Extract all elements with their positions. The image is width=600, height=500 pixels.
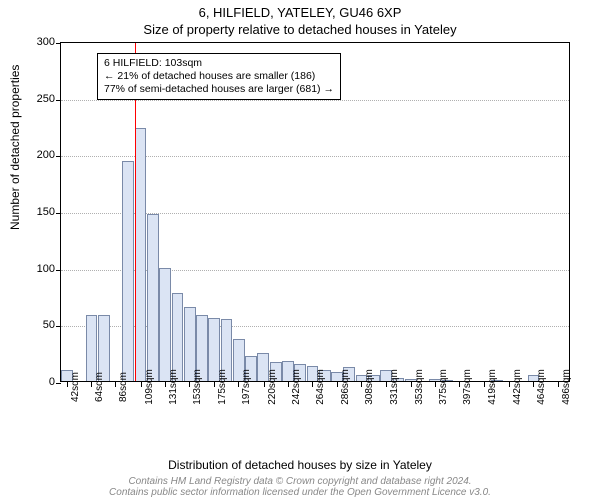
xtick-label: 264sqm bbox=[315, 369, 326, 405]
xtick-label: 153sqm bbox=[192, 369, 203, 405]
histogram-bar bbox=[135, 128, 147, 381]
plot-region: 6 HILFIELD: 103sqm← 21% of detached hous… bbox=[60, 42, 570, 382]
xtick-mark bbox=[67, 382, 68, 387]
xtick-label: 308sqm bbox=[364, 369, 375, 405]
annotation-line2: ← 21% of detached houses are smaller (18… bbox=[104, 70, 334, 83]
xtick-label: 86sqm bbox=[118, 372, 129, 402]
xtick-mark bbox=[91, 382, 92, 387]
xtick-mark bbox=[411, 382, 412, 387]
xtick-label: 242sqm bbox=[291, 369, 302, 405]
xtick-label: 197sqm bbox=[241, 369, 252, 405]
ytick-mark bbox=[56, 326, 61, 327]
histogram-bar bbox=[159, 268, 171, 381]
chart-title-sub: Size of property relative to detached ho… bbox=[0, 22, 600, 37]
xtick-label: 131sqm bbox=[168, 369, 179, 405]
ytick-mark bbox=[56, 100, 61, 101]
histogram-bar bbox=[122, 161, 134, 381]
xtick-label: 64sqm bbox=[94, 372, 105, 402]
xtick-label: 397sqm bbox=[462, 369, 473, 405]
xtick-label: 442sqm bbox=[512, 369, 523, 405]
ytick-mark bbox=[56, 156, 61, 157]
annotation-line1: 6 HILFIELD: 103sqm bbox=[104, 57, 334, 70]
ytick-label: 100 bbox=[37, 263, 55, 275]
histogram-bar bbox=[147, 214, 159, 381]
xtick-mark bbox=[459, 382, 460, 387]
annotation-line3: 77% of semi-detached houses are larger (… bbox=[104, 83, 334, 96]
xtick-label: 464sqm bbox=[536, 369, 547, 405]
ytick-label: 150 bbox=[37, 206, 55, 218]
attribution-text: Contains HM Land Registry data © Crown c… bbox=[0, 476, 600, 498]
xtick-mark bbox=[435, 382, 436, 387]
xtick-mark bbox=[238, 382, 239, 387]
xtick-label: 353sqm bbox=[414, 369, 425, 405]
xtick-label: 486sqm bbox=[561, 369, 572, 405]
y-axis-label: Number of detached properties bbox=[8, 65, 22, 230]
xtick-mark bbox=[386, 382, 387, 387]
xtick-label: 375sqm bbox=[438, 369, 449, 405]
xtick-label: 109sqm bbox=[144, 369, 155, 405]
xtick-mark bbox=[484, 382, 485, 387]
xtick-mark bbox=[312, 382, 313, 387]
xtick-label: 175sqm bbox=[217, 369, 228, 405]
ytick-label: 250 bbox=[37, 93, 55, 105]
chart-area: 6 HILFIELD: 103sqm← 21% of detached hous… bbox=[60, 42, 570, 422]
ytick-label: 0 bbox=[49, 376, 55, 388]
xtick-mark bbox=[115, 382, 116, 387]
x-axis-label: Distribution of detached houses by size … bbox=[0, 458, 600, 472]
ytick-label: 300 bbox=[37, 36, 55, 48]
xtick-mark bbox=[141, 382, 142, 387]
xtick-mark bbox=[189, 382, 190, 387]
ytick-mark bbox=[56, 383, 61, 384]
ytick-label: 50 bbox=[43, 319, 55, 331]
xtick-label: 331sqm bbox=[389, 369, 400, 405]
ytick-mark bbox=[56, 43, 61, 44]
xtick-mark bbox=[509, 382, 510, 387]
xtick-mark bbox=[558, 382, 559, 387]
xtick-mark bbox=[533, 382, 534, 387]
histogram-bar bbox=[172, 293, 184, 381]
xtick-mark bbox=[361, 382, 362, 387]
annotation-box: 6 HILFIELD: 103sqm← 21% of detached hous… bbox=[97, 53, 341, 100]
xtick-mark bbox=[165, 382, 166, 387]
ytick-label: 200 bbox=[37, 149, 55, 161]
xtick-label: 42sqm bbox=[70, 372, 81, 402]
ytick-mark bbox=[56, 270, 61, 271]
xtick-mark bbox=[214, 382, 215, 387]
chart-title-main: 6, HILFIELD, YATELEY, GU46 6XP bbox=[0, 5, 600, 20]
xtick-mark bbox=[264, 382, 265, 387]
xtick-mark bbox=[288, 382, 289, 387]
ytick-mark bbox=[56, 213, 61, 214]
xtick-label: 220sqm bbox=[267, 369, 278, 405]
xtick-mark bbox=[337, 382, 338, 387]
xtick-label: 286sqm bbox=[340, 369, 351, 405]
xtick-label: 419sqm bbox=[487, 369, 498, 405]
